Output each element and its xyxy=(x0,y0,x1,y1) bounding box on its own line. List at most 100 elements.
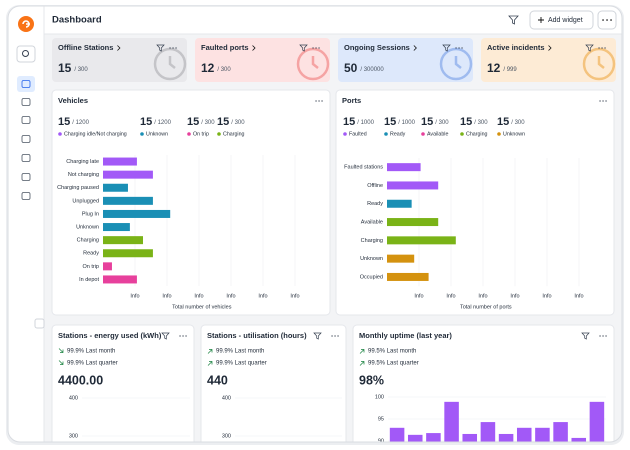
nav-icon[interactable] xyxy=(21,80,31,88)
panel xyxy=(51,89,331,316)
category-label: Ready xyxy=(83,251,99,257)
legend-dot xyxy=(497,132,501,136)
filter-icon[interactable] xyxy=(299,44,308,52)
sidebar xyxy=(8,6,45,442)
panel xyxy=(51,324,195,442)
nav-icon[interactable] xyxy=(21,98,31,106)
trend-label: 99.9% Last quarter xyxy=(216,361,267,367)
panel xyxy=(200,324,347,442)
legend-dot xyxy=(58,132,62,136)
bar xyxy=(103,196,153,205)
kpi-title: Faulted ports xyxy=(201,43,249,52)
panel-title: Stations - energy used (kWh) xyxy=(58,331,162,340)
trend-arrow xyxy=(58,360,64,365)
legend-dot xyxy=(140,132,144,136)
kpi-total: / 300 xyxy=(217,67,231,73)
filter-icon[interactable] xyxy=(585,44,594,52)
kpi-count: 15 xyxy=(58,61,72,75)
x-tick-label: Info xyxy=(290,293,299,299)
category-label: Not charging xyxy=(68,172,99,178)
bar xyxy=(589,401,605,442)
search-icon xyxy=(22,50,29,57)
nav-icon[interactable] xyxy=(21,192,31,200)
stat-value: 15/ 300 xyxy=(421,116,449,128)
kpi-card[interactable] xyxy=(481,38,616,82)
kpi-chevron[interactable] xyxy=(252,45,256,51)
bar xyxy=(387,181,439,190)
bar xyxy=(103,157,137,166)
bar xyxy=(498,433,514,442)
bar xyxy=(103,249,153,258)
stat-count: 15 xyxy=(217,116,229,128)
bar xyxy=(407,434,423,442)
filter-icon[interactable] xyxy=(161,332,170,340)
filter-icon[interactable] xyxy=(581,332,590,340)
collapse-button[interactable] xyxy=(34,318,45,329)
bar xyxy=(103,209,171,218)
kpi-chevron[interactable] xyxy=(117,45,121,51)
trend-arrow xyxy=(207,361,213,366)
stat-count: 15 xyxy=(497,116,509,128)
frame-border xyxy=(7,5,623,443)
trend-label: 99.9% Last month xyxy=(67,349,115,355)
app: Dashboard Add widget Offline Stations15/… xyxy=(8,6,622,444)
y-tick-label: 90 xyxy=(378,438,384,444)
stat-total: / 1200 xyxy=(72,120,89,126)
page-title: Dashboard xyxy=(52,15,102,26)
bar xyxy=(387,272,429,281)
search-button[interactable] xyxy=(16,45,36,63)
legend-dot xyxy=(187,132,191,136)
kpi-illustration xyxy=(296,47,330,81)
legend-label: Available xyxy=(427,131,448,137)
nav-icon[interactable] xyxy=(21,154,31,162)
panel-title: Ports xyxy=(342,96,361,105)
legend-dot xyxy=(343,132,347,136)
x-tick-label: Info xyxy=(478,293,487,299)
nav-icon[interactable] xyxy=(21,116,31,124)
x-tick-label: Info xyxy=(574,293,583,299)
headline-value: 4400.00 xyxy=(58,373,103,387)
y-tick-label: 300 xyxy=(222,433,231,439)
kpi-count: 12 xyxy=(487,61,501,75)
x-tick-label: Info xyxy=(446,293,455,299)
filter-button[interactable] xyxy=(508,15,519,25)
kpi-total: / 300000 xyxy=(360,67,384,73)
kpi-title: Active incidents xyxy=(487,43,545,52)
add-widget-button[interactable] xyxy=(529,10,594,30)
trend-arrow xyxy=(359,361,365,366)
kpi-title: Ongoing Sessions xyxy=(344,43,410,52)
stat-value: 15/ 1000 xyxy=(384,116,416,128)
bar xyxy=(387,218,439,227)
kpi-card[interactable] xyxy=(195,38,330,82)
filter-icon[interactable] xyxy=(156,44,165,52)
bar xyxy=(103,262,112,271)
legend-label: Ready xyxy=(390,131,406,137)
headline-value: 440 xyxy=(207,373,228,387)
bar xyxy=(387,236,456,245)
bar xyxy=(462,433,478,442)
kpi-illustration xyxy=(582,47,616,81)
stat-count: 15 xyxy=(140,116,152,128)
kpi-card[interactable] xyxy=(338,38,473,82)
y-tick-label: 100 xyxy=(375,394,384,400)
kpi-title: Offline Stations xyxy=(58,43,113,52)
kpi-chevron[interactable] xyxy=(413,45,417,51)
kpi-card[interactable] xyxy=(52,38,187,82)
trend-label: 99.5% Last quarter xyxy=(368,361,419,367)
bar xyxy=(535,427,550,442)
nav-active xyxy=(17,76,35,92)
filter-icon[interactable] xyxy=(442,44,451,52)
category-label: Charging xyxy=(77,238,99,244)
kpi-illustration xyxy=(439,47,473,81)
kpi-total: / 300 xyxy=(74,67,88,73)
stat-total: / 1000 xyxy=(357,120,374,126)
y-tick-label: 300 xyxy=(69,433,78,439)
nav-icon[interactable] xyxy=(21,173,31,181)
nav-icon[interactable] xyxy=(21,135,31,143)
kpi-chevron[interactable] xyxy=(548,45,552,51)
filter-icon[interactable] xyxy=(313,332,322,340)
stat-total: / 300 xyxy=(231,120,245,126)
stat-total: / 1200 xyxy=(154,120,171,126)
x-tick-label: Info xyxy=(226,293,235,299)
trend-arrow xyxy=(58,348,64,353)
